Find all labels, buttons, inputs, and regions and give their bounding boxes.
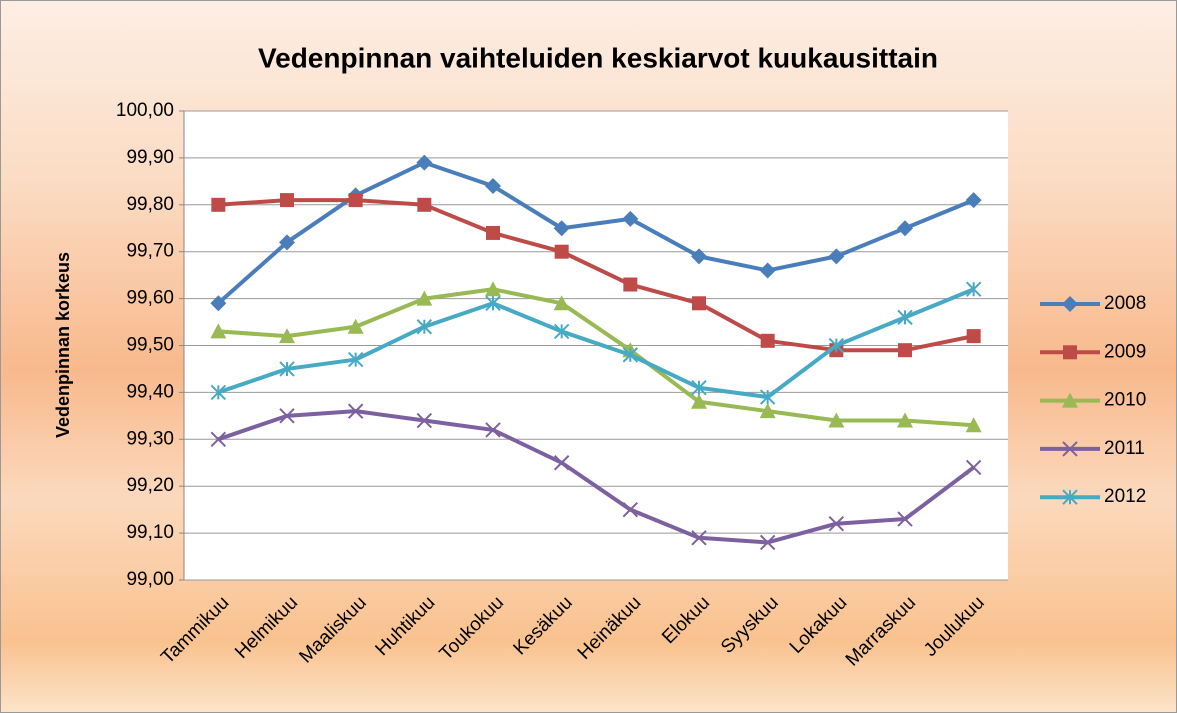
marker [416, 412, 433, 429]
marker [210, 323, 227, 339]
marker [416, 319, 433, 335]
marker [759, 403, 776, 419]
y-tick-label: 99,90 [126, 147, 174, 168]
marker [897, 309, 913, 326]
marker [897, 220, 913, 237]
marker [622, 210, 639, 227]
marker [828, 516, 845, 532]
series-line [217, 160, 975, 305]
marker [553, 323, 570, 340]
y-tick-label: 99,40 [126, 381, 174, 402]
marker [691, 248, 707, 265]
marker [1062, 392, 1078, 408]
marker [348, 193, 363, 208]
marker [485, 422, 501, 438]
marker [485, 178, 501, 195]
chart-title: Vedenpinnan vaihteluiden keskiarvot kuuk… [258, 42, 938, 73]
marker [828, 412, 845, 428]
series-line [217, 409, 975, 545]
marker [553, 295, 570, 311]
y-tick-label: 99,50 [126, 335, 174, 356]
marker [691, 393, 707, 409]
marker [965, 417, 982, 433]
marker [280, 193, 294, 208]
y-tick-label: 99,80 [126, 194, 174, 215]
marker [965, 192, 982, 209]
legend-label: 2008 [1104, 293, 1146, 314]
marker [279, 408, 295, 424]
y-tick-label: 99,10 [126, 522, 174, 543]
legend-label: 2010 [1104, 390, 1146, 411]
y-tick-label: 99,60 [126, 288, 174, 309]
y-tick-label: 100,00 [116, 100, 174, 121]
y-tick-label: 99,30 [126, 428, 174, 449]
marker [485, 281, 501, 297]
marker [1062, 489, 1078, 505]
marker [965, 281, 982, 297]
y-tick-label: 99,00 [126, 569, 174, 590]
legend-label: 2012 [1104, 486, 1146, 507]
marker [828, 248, 845, 265]
marker [486, 225, 500, 240]
y-tick-label: 99,20 [126, 475, 174, 496]
series-line [218, 198, 975, 353]
marker [965, 459, 982, 476]
marker [623, 277, 638, 292]
marker [966, 329, 981, 344]
marker [692, 296, 706, 311]
marker [347, 318, 364, 334]
marker [897, 412, 913, 428]
y-tick-label: 99,70 [126, 241, 174, 262]
marker [1062, 441, 1078, 457]
marker [279, 328, 295, 344]
marker [759, 262, 776, 279]
marker [828, 337, 845, 354]
series-line [218, 287, 974, 428]
y-axis-label: Vedenpinnan korkeus [53, 252, 73, 438]
series-line [217, 287, 975, 400]
marker [485, 295, 501, 311]
marker [759, 534, 776, 551]
marker [1062, 296, 1078, 312]
marker [211, 197, 226, 212]
marker [897, 511, 913, 527]
marker [553, 455, 570, 471]
marker [898, 343, 912, 358]
marker [554, 244, 569, 259]
marker [622, 501, 639, 518]
marker [416, 154, 433, 171]
marker [1063, 345, 1077, 360]
marker [347, 403, 364, 419]
marker [210, 384, 227, 401]
marker [417, 197, 432, 212]
legend-label: 2009 [1104, 341, 1146, 362]
marker [279, 234, 295, 251]
marker [622, 347, 639, 363]
marker [279, 361, 295, 377]
legend-label: 2011 [1104, 438, 1145, 459]
marker [759, 389, 776, 405]
marker [210, 431, 227, 448]
marker [347, 351, 364, 368]
marker [210, 295, 227, 312]
marker [691, 380, 707, 396]
marker [691, 530, 707, 546]
marker [416, 290, 433, 306]
marker [760, 333, 775, 348]
marker [553, 220, 570, 237]
